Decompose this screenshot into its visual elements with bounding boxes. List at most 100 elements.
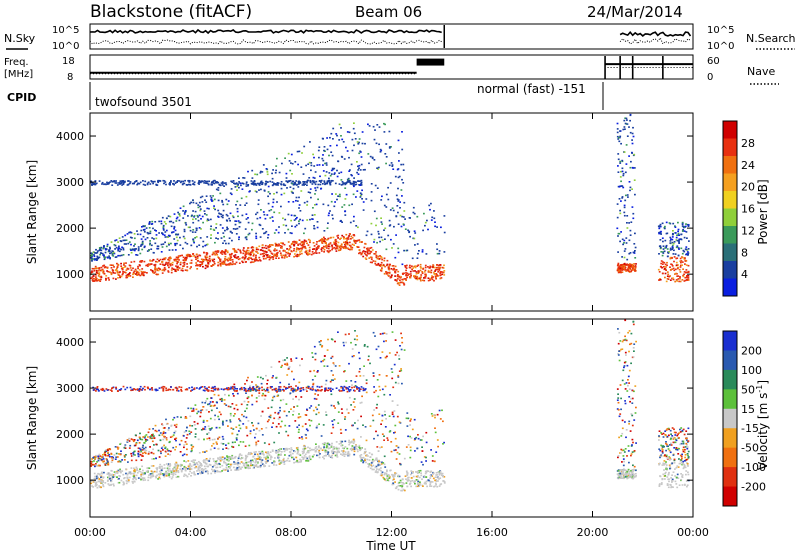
scatter-point xyxy=(229,212,232,215)
scatter-point xyxy=(351,424,354,427)
scatter-point xyxy=(366,250,369,253)
scatter-point xyxy=(151,458,154,460)
scatter-point xyxy=(176,268,178,271)
scatter-point xyxy=(438,252,441,255)
scatter-point xyxy=(163,234,166,236)
scatter-point xyxy=(414,438,417,440)
scatter-point xyxy=(377,262,380,265)
scatter-point xyxy=(244,383,246,385)
scatter-point xyxy=(245,238,248,241)
scatter-point xyxy=(313,227,316,230)
scatter-point xyxy=(401,341,404,344)
scatter-point xyxy=(417,272,420,274)
scatter-point xyxy=(401,178,403,181)
scatter-point xyxy=(287,252,290,255)
scatter-point xyxy=(338,172,341,174)
scatter-point xyxy=(116,270,118,272)
scatter-point xyxy=(106,181,108,184)
scatter-point xyxy=(373,253,376,255)
scatter-point xyxy=(401,478,404,481)
scatter-point xyxy=(155,237,158,240)
scatter-point xyxy=(180,180,183,183)
scatter-point xyxy=(323,447,325,450)
scatter-point xyxy=(234,469,237,471)
scatter-point xyxy=(274,460,276,463)
scatter-point xyxy=(169,263,171,266)
scatter-point xyxy=(328,154,330,157)
scatter-point xyxy=(434,270,436,272)
scatter-point xyxy=(259,172,262,174)
scatter-point xyxy=(289,393,291,395)
scatter-point xyxy=(686,251,689,253)
scatter-point xyxy=(440,474,443,477)
scatter-point xyxy=(172,221,175,224)
scatter-point xyxy=(293,240,296,243)
scatter-point xyxy=(417,434,419,436)
scatter-point xyxy=(228,467,231,469)
scatter-point xyxy=(95,388,98,391)
scatter-point xyxy=(234,413,236,415)
scatter-point xyxy=(400,225,403,228)
scatter-point xyxy=(302,387,305,389)
scatter-point xyxy=(243,387,246,389)
scatter-point xyxy=(621,167,624,170)
scatter-point xyxy=(102,480,105,482)
scatter-point xyxy=(380,263,382,266)
scatter-point xyxy=(342,141,345,143)
scatter-point xyxy=(336,246,338,248)
scatter-point xyxy=(327,222,329,224)
scatter-point xyxy=(672,247,674,249)
scatter-point xyxy=(662,266,665,268)
scatter-point xyxy=(625,237,628,239)
scatter-point xyxy=(633,243,636,245)
scatter-point xyxy=(332,217,334,220)
scatter-point xyxy=(682,275,685,278)
scatter-point xyxy=(173,213,176,215)
scatter-point xyxy=(217,181,220,184)
scatter-point xyxy=(398,475,401,478)
scatter-point xyxy=(271,449,274,451)
scatter-point xyxy=(394,437,397,440)
scatter-point xyxy=(394,271,397,274)
scatter-point xyxy=(227,200,230,202)
scatter-point xyxy=(323,180,326,182)
scatter-point xyxy=(144,180,147,183)
scatter-point xyxy=(131,237,133,239)
scatter-point xyxy=(669,242,672,244)
scatter-point xyxy=(280,205,282,208)
scatter-point xyxy=(272,201,275,204)
scatter-point xyxy=(247,217,249,219)
scatter-point xyxy=(202,419,205,422)
scatter-point xyxy=(316,241,318,243)
scatter-point xyxy=(120,388,123,390)
scatter-point xyxy=(300,190,303,192)
scatter-point xyxy=(164,450,167,453)
scatter-point xyxy=(224,249,227,252)
scatter-point xyxy=(405,482,408,484)
scatter-point xyxy=(245,195,248,198)
scatter-point xyxy=(176,258,179,260)
scatter-point xyxy=(359,251,361,254)
scatter-point xyxy=(130,455,133,457)
scatter-point xyxy=(635,263,637,265)
nsky-tick-bottom: 10^0 xyxy=(52,41,79,52)
scatter-point xyxy=(133,270,136,272)
scatter-point xyxy=(406,473,409,476)
scatter-point xyxy=(206,459,209,462)
scatter-point xyxy=(370,191,373,193)
scatter-point xyxy=(414,244,416,246)
scatter-point xyxy=(243,250,246,253)
scatter-point xyxy=(369,250,372,253)
scatter-point xyxy=(112,255,115,257)
scatter-point xyxy=(677,232,680,235)
scatter-point xyxy=(330,393,333,396)
scatter-point xyxy=(323,146,326,148)
scatter-point xyxy=(627,196,629,198)
scatter-point xyxy=(229,257,232,260)
scatter-point xyxy=(231,441,234,444)
scatter-point xyxy=(619,267,622,270)
scatter-point xyxy=(114,239,116,242)
scatter-point xyxy=(274,389,277,391)
scatter-point xyxy=(353,181,356,183)
scatter-point xyxy=(334,407,336,409)
